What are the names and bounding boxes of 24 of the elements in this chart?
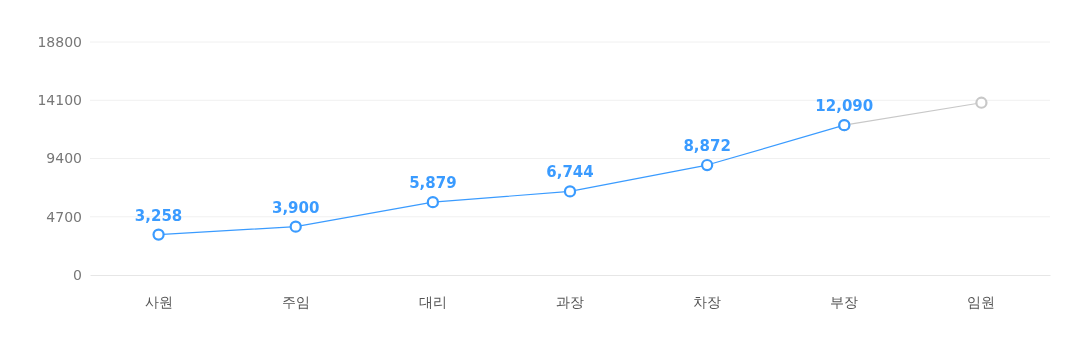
y-tick-label: 9400 [46,150,82,167]
x-tick-label: 부장 [830,293,859,310]
point [289,220,302,233]
point [152,228,165,241]
x-tick-label: 주임 [281,293,310,310]
y-tick-label: 0 [73,266,82,283]
point [426,196,439,209]
data-label: 3,900 [271,198,320,217]
data-label: 5,879 [409,174,457,193]
data-label: 3,258 [134,206,183,225]
point [563,185,577,198]
x-tick-label: 임원 [967,293,996,310]
y-tick-label: 14100 [37,92,82,109]
data-label: 12,090 [815,97,874,116]
x-tick-label: 사원 [144,293,173,310]
point [975,96,988,109]
x-tick-label: 과장 [556,293,584,310]
x-tick-label: 차장 [693,293,722,310]
data-label: 8,872 [683,137,731,156]
y-tick-label: 18800 [37,33,82,50]
data-label: 6,744 [546,163,594,182]
y-tick-label: 4700 [46,208,82,225]
x-tick-label: 대리 [418,293,447,310]
point [701,158,714,172]
